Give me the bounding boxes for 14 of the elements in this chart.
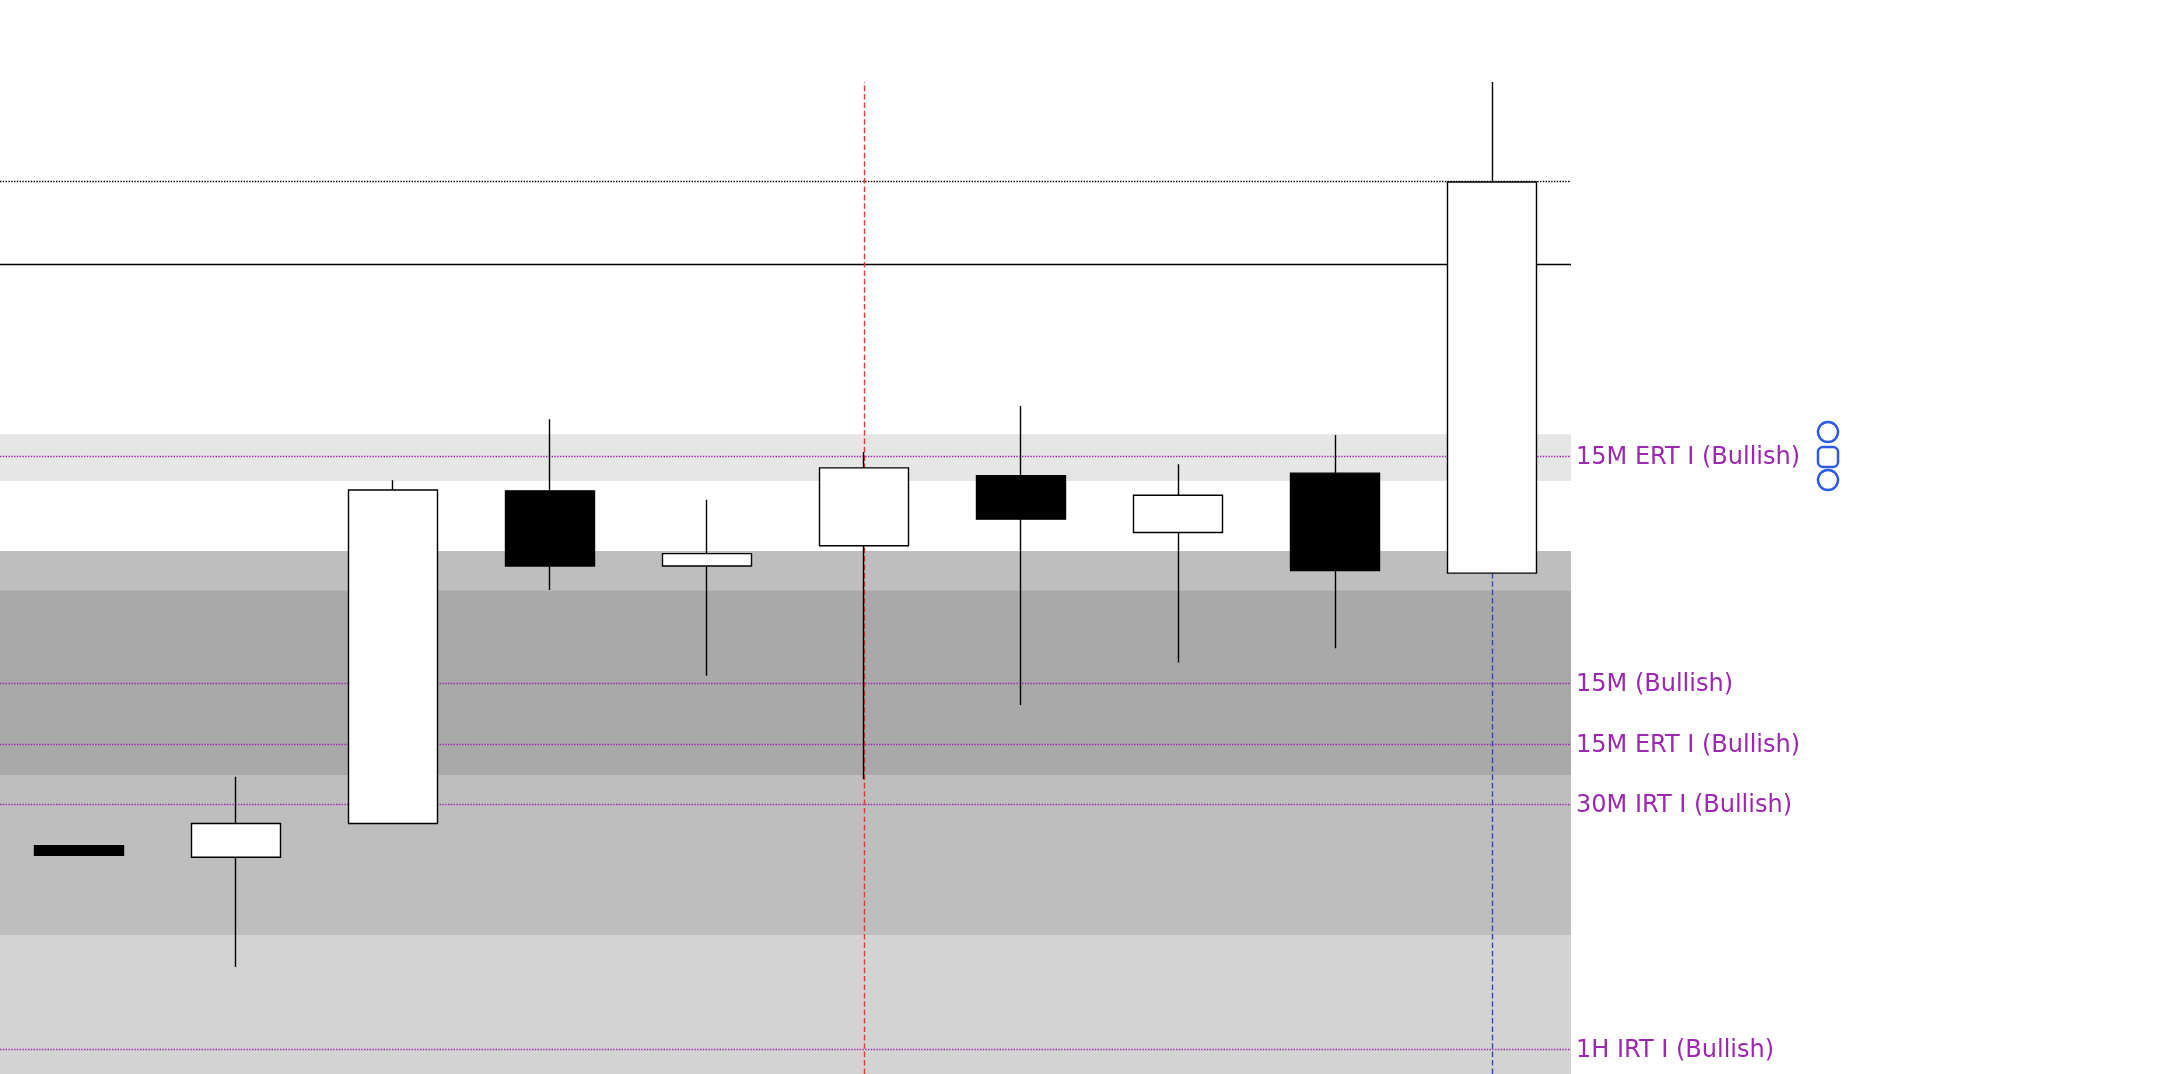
- candlestick: [504, 418, 596, 591]
- ref-line-label: 15M (Bullish): [1576, 668, 1733, 697]
- candlestick: [1289, 434, 1381, 650]
- candlestick: [975, 405, 1067, 706]
- ref-line-label: 1H IRT I (Bullish): [1576, 1035, 1775, 1064]
- ref-line-label: 15M ERT I (Bullish): [1576, 729, 1801, 758]
- candlestick: [661, 498, 753, 677]
- candlestick: [1132, 463, 1224, 664]
- ref-line-label: 15M ERT I (Bullish): [1576, 442, 1801, 471]
- candlestick: [347, 479, 439, 825]
- candlestick: [33, 844, 125, 857]
- ref-line-label: 30M IRT I (Bullish): [1576, 790, 1792, 819]
- candlestick: [190, 775, 282, 968]
- candlestick: [818, 451, 910, 781]
